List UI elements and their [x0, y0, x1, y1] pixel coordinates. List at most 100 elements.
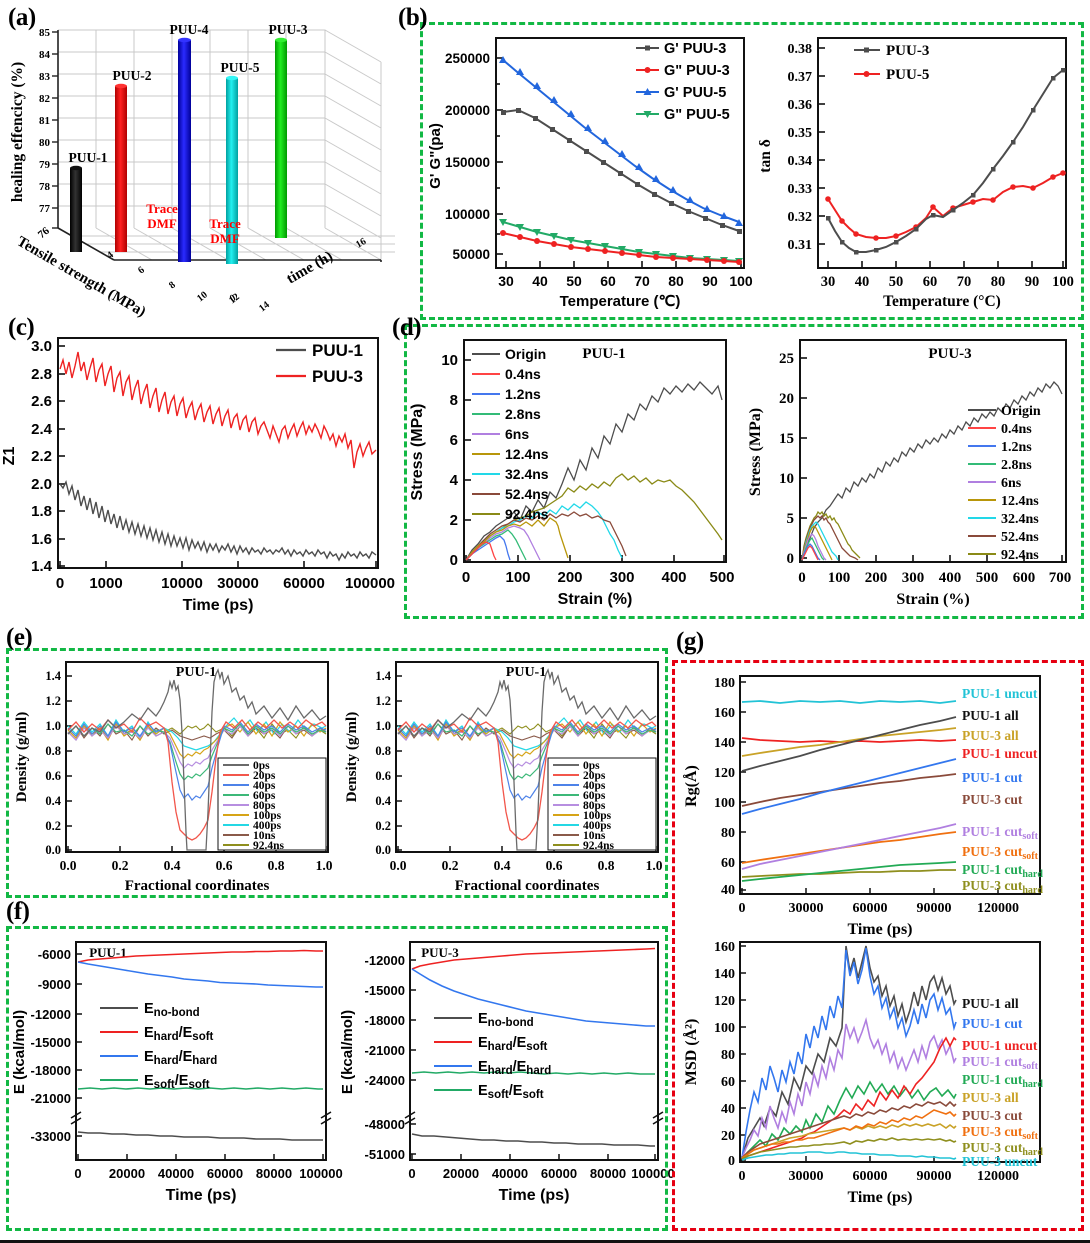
a-bar-label: PUU-2 — [113, 68, 152, 83]
d-right-xtick: 300 — [902, 570, 925, 586]
d-right-legend-item: 32.4ns — [1001, 512, 1039, 527]
g-top-series-label: PUU-1 cutsoft — [962, 824, 1039, 842]
g-bottom-ytick: 100 — [714, 1021, 735, 1036]
b-left-xtick: 80 — [668, 273, 684, 289]
g-top-ytick: 180 — [714, 676, 735, 691]
c-ytick: 2.0 — [31, 476, 52, 493]
b-right-ytick: 0.34 — [788, 154, 813, 169]
c-ytick: 2.2 — [31, 448, 52, 465]
g-top-series-label: PUU-1 cut — [962, 770, 1023, 785]
panel-label-b: (b) — [398, 4, 428, 31]
a-bar-puu3 — [275, 37, 287, 238]
e-left-legend-item: 40ps — [253, 780, 276, 792]
panel-label-c: (c) — [8, 314, 35, 341]
f-left-ytick: -33000 — [31, 1129, 71, 1144]
g-bottom-xtick: 0 — [739, 1169, 746, 1184]
panel-f-right-chart: -12000 -15000 -18000 -21000 -24000 -4800… — [339, 930, 675, 1230]
a-ztick: 83 — [39, 71, 51, 83]
c-ytick: 3.0 — [31, 338, 52, 355]
e-left-legend-item: 0ps — [253, 760, 270, 772]
d-right-legend-item: 0.4ns — [1001, 422, 1032, 437]
e-left-ytick: 0.2 — [45, 819, 61, 833]
g-bottom-yaxis-title: MSD (Å²) — [682, 1019, 700, 1086]
d-left-legend-item: 52.4ns — [505, 486, 549, 502]
g-bottom-ytick: 80 — [721, 1048, 735, 1063]
e-right-legend-item: 80ps — [583, 800, 606, 812]
e-right-legend-item: 40ps — [583, 780, 606, 792]
a-xtick: 14 — [257, 300, 272, 315]
f-right-xtick: 80000 — [590, 1166, 626, 1181]
e-left-legend-item: 80ps — [253, 800, 276, 812]
e-left-ytick: 0.6 — [45, 769, 61, 783]
f-right-sample-title: PUU-3 — [421, 945, 459, 960]
e-right-legend: 0ps 20ps 40ps 60ps 80ps 100ps 400ps 10ns… — [547, 757, 657, 852]
f-left-xtick: 80000 — [256, 1166, 292, 1181]
c-ytick: 1.8 — [31, 503, 52, 520]
g-top-series-label: PUU-1 all — [962, 708, 1019, 723]
b-right-ytick: 0.32 — [788, 210, 813, 225]
d-left-ytick: 8 — [450, 392, 458, 409]
b-left-legend-item: G" PUU-3 — [664, 63, 730, 79]
e-right-xtick: 0.2 — [442, 858, 459, 873]
e-right-legend-item: 20ps — [583, 770, 606, 782]
d-left-xtick: 500 — [709, 569, 734, 586]
g-top-xtick: 0 — [739, 901, 746, 916]
e-right-xtick: 0.4 — [494, 858, 511, 873]
b-left-ytick: 200000 — [445, 103, 490, 118]
g-bottom-series-label: PUU-1 cut — [962, 1016, 1023, 1031]
d-left-legend-item: 2.8ns — [505, 406, 541, 422]
panel-b-right-chart: 0.38 0.37 0.36 0.35 0.34 0.33 0.32 0.31 … — [756, 26, 1082, 316]
g-bottom-series-label: PUU-1 all — [962, 996, 1019, 1011]
b-left-xtick: 40 — [532, 273, 548, 289]
g-top-ytick: 100 — [714, 796, 735, 811]
e-right-ytick: 1.0 — [375, 719, 391, 733]
b-right-legend-item: PUU-3 — [886, 43, 929, 59]
f-right-xtick: 60000 — [541, 1166, 577, 1181]
g-bottom-ytick: 0 — [728, 1154, 735, 1169]
d-right-ytick: 15 — [779, 431, 794, 447]
b-left-xtick: 50 — [566, 273, 582, 289]
f-left-xtick: 20000 — [109, 1166, 145, 1181]
e-left-legend-item: 92.4ns — [253, 840, 285, 852]
d-left-ytick: 10 — [441, 352, 458, 369]
panel-label-g: (g) — [676, 628, 704, 655]
panel-label-e: (e) — [6, 624, 33, 651]
d-right-ytick: 20 — [779, 391, 794, 407]
g-top-series-label: PUU-3 all — [962, 728, 1019, 743]
g-bottom-xtick: 90000 — [917, 1169, 952, 1184]
d-right-ytick: 0 — [787, 551, 795, 567]
g-bottom-series-label: PUU-3 all — [962, 1090, 1019, 1105]
g-top-series-label: PUU-1 uncut — [962, 686, 1038, 701]
f-left-ytick: -6000 — [38, 947, 71, 962]
g-top-ytick: 160 — [714, 706, 735, 721]
b-right-legend: PUU-3 PUU-5 — [854, 43, 929, 83]
e-right-ytick: 0.0 — [375, 843, 391, 857]
e-left-legend-item: 60ps — [253, 790, 276, 802]
g-bottom-ytick: 140 — [714, 967, 735, 982]
b-right-ytick: 0.35 — [788, 126, 813, 141]
e-right-xtick: 0.0 — [390, 858, 407, 873]
d-left-legend-item: 6ns — [505, 426, 529, 442]
b-left-xtick: 30 — [498, 273, 514, 289]
d-left-legend-item: 32.4ns — [505, 466, 549, 482]
b-left-xtick: 60 — [600, 273, 616, 289]
b-left-legend: G' PUU-3 G" PUU-3 G' PUU-5 G" PUU-5 — [636, 41, 730, 123]
b-left-legend-item: G' PUU-3 — [664, 41, 726, 57]
c-ytick: 2.4 — [31, 421, 53, 438]
e-left-xaxis-title: Fractional coordinates — [125, 878, 270, 894]
a-ytick: 0 — [228, 293, 238, 305]
a-bar-label: PUU-3 — [269, 22, 308, 37]
g-bottom-ytick: 60 — [721, 1075, 735, 1090]
g-top-xtick: 120000 — [977, 901, 1019, 916]
f-left-ytick: -12000 — [31, 1007, 71, 1022]
g-top-ytick: 80 — [721, 826, 735, 841]
e-right-ytick: 0.6 — [375, 769, 391, 783]
e-right-legend-item: 100ps — [583, 810, 612, 822]
b-right-xtick: 40 — [855, 274, 870, 290]
d-right-ytick: 5 — [787, 511, 795, 527]
d-left-legend-item: 92.4ns — [505, 506, 549, 522]
f-right-ytick: -48000 — [365, 1117, 405, 1132]
b-right-xtick: 60 — [923, 274, 938, 290]
a-zaxis-title: healing effencicy (%) — [9, 62, 26, 202]
d-left-xtick: 400 — [661, 569, 686, 586]
